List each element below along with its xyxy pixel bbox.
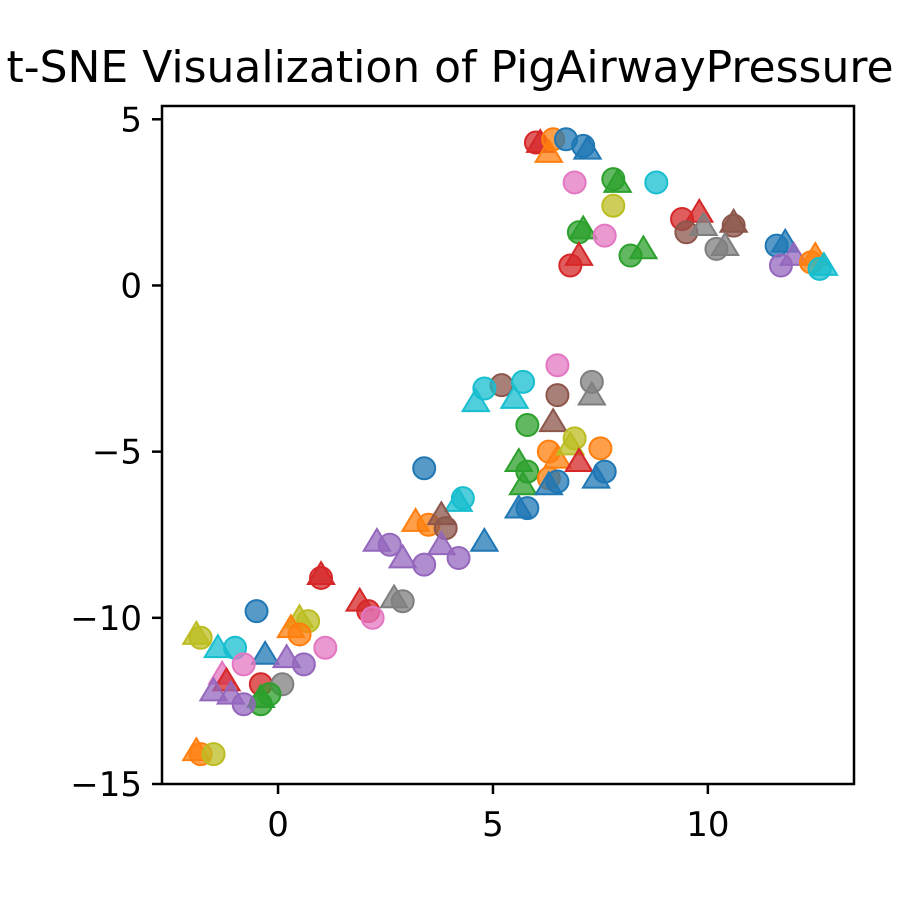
scatter-point-circle-blue <box>244 599 269 624</box>
scatter-point-triangle-red <box>564 447 594 472</box>
scatter-point-circle-pink <box>313 635 338 660</box>
scatter-point-triangle-green <box>508 470 538 496</box>
scatter-point-triangle-gray <box>576 380 607 406</box>
scatter-point-triangle-cyan <box>809 251 839 276</box>
scatter-point-triangle-olive <box>555 430 586 456</box>
scatter-point-triangle-blue <box>469 526 500 552</box>
chart-title: t-SNE Visualization of PigAirwayPressure <box>6 42 893 93</box>
scatter-point-triangle-brown <box>718 207 749 233</box>
scatter-point-triangle-blue <box>572 134 603 160</box>
scatter-point-circle-gray <box>390 589 415 614</box>
scatter-point-circle-olive <box>601 193 626 218</box>
scatter-point-circle-pink <box>545 353 570 378</box>
scatter-point-circle-red <box>309 565 334 590</box>
scatter-point-circle-cyan <box>511 369 536 394</box>
scatter-point-circle-brown <box>433 516 458 541</box>
scatter-point-circle-orange <box>588 436 613 461</box>
scatter-point-triangle-purple <box>387 543 418 569</box>
y-tick-label: −15 <box>70 765 142 805</box>
scatter-point-triangle-gray <box>688 211 719 237</box>
markers-layer <box>181 127 839 767</box>
scatter-point-triangle-blue <box>533 470 564 496</box>
y-tick-label: 5 <box>120 100 142 140</box>
x-tick-label: 5 <box>482 805 504 845</box>
x-tick-label: 10 <box>686 805 729 845</box>
scatter-point-circle-pink <box>360 605 385 630</box>
scatter-point-triangle-green <box>602 167 633 193</box>
scatter-point-triangle-cyan <box>460 387 491 413</box>
scatter-point-triangle-red <box>564 241 594 266</box>
scatter-point-triangle-blue <box>581 463 612 489</box>
y-tick-label: −10 <box>70 599 142 639</box>
scatter-point-circle-blue <box>412 456 437 481</box>
scatter-point-circle-purple <box>231 692 256 717</box>
y-axis: 5 0 −5 −10 −15 <box>70 100 162 805</box>
scatter-point-circle-purple <box>412 552 437 577</box>
x-tick-label: 0 <box>267 805 289 845</box>
scatter-point-circle-pink <box>592 223 617 248</box>
scatter-point-triangle-green <box>628 234 659 260</box>
scatter-point-triangle-cyan <box>443 487 474 512</box>
scatter-point-circle-cyan <box>644 170 669 195</box>
scatter-point-triangle-brown <box>538 407 569 433</box>
scatter-point-circle-green <box>515 413 540 438</box>
plot-area <box>181 127 839 767</box>
y-tick-label: 0 <box>120 266 142 306</box>
scatter-point-circle-brown <box>545 383 570 408</box>
scatter-point-triangle-purple <box>426 530 457 556</box>
scatter-point-circle-pink <box>231 652 256 677</box>
scatter-point-circle-purple <box>377 532 402 557</box>
scatter-point-triangle-gray <box>710 231 740 256</box>
scatter-point-circle-olive <box>188 625 213 650</box>
scatter-point-triangle-cyan <box>499 384 530 409</box>
scatter-point-circle-orange <box>287 622 312 647</box>
scatter-point-triangle-orange <box>542 443 573 469</box>
scatter-point-triangle-green <box>568 214 599 240</box>
axes-frame <box>160 104 856 786</box>
scatter-point-circle-purple <box>291 652 316 677</box>
scatter-point-circle-purple <box>446 546 471 570</box>
x-axis: 0 5 10 <box>267 784 729 845</box>
y-tick-label: −5 <box>92 433 142 473</box>
scatter-point-circle-olive <box>201 742 226 767</box>
scatter-point-triangle-blue <box>250 639 281 665</box>
scatter-point-circle-pink <box>562 170 587 195</box>
scatter-point-triangle-blue <box>503 493 534 519</box>
scatter-point-triangle-purple <box>198 676 229 702</box>
